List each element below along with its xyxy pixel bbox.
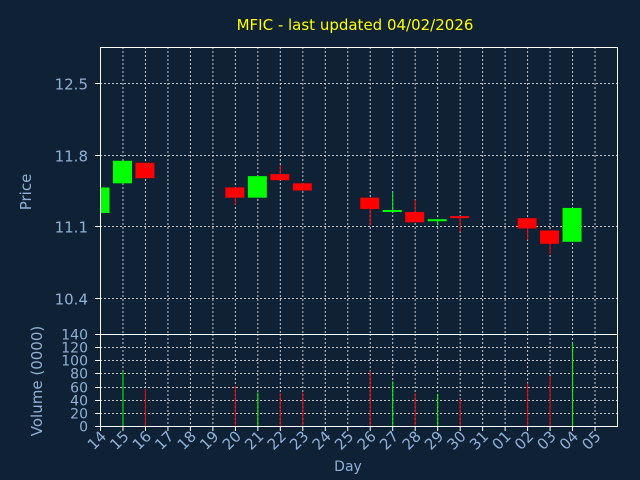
volume-tick-label: 0 — [79, 420, 88, 436]
candle-body — [382, 209, 402, 213]
price-tick-label: 12.5 — [55, 76, 88, 94]
volume-axis-label: Volume (0000) — [28, 326, 46, 436]
candle-body — [450, 216, 470, 219]
volume-tick-label: 40 — [70, 394, 88, 410]
candle-body — [135, 162, 155, 179]
volume-tick-label: 120 — [61, 341, 88, 357]
candle-body — [292, 183, 312, 191]
volume-tick-label: 100 — [61, 354, 88, 370]
candle-body — [562, 207, 582, 242]
candle-body — [540, 230, 560, 244]
candle-body — [517, 218, 537, 229]
volume-tick-label: 20 — [70, 407, 88, 423]
chart-title: MFIC - last updated 04/02/2026 — [237, 16, 474, 34]
candle-body — [270, 174, 290, 181]
candle-body — [100, 187, 110, 214]
price-tick-label: 10.4 — [55, 291, 88, 309]
day-axis-label: Day — [334, 459, 362, 475]
candle-body — [360, 197, 380, 209]
candle-body — [405, 212, 425, 223]
volume-tick-label: 80 — [70, 367, 88, 383]
candle-body — [225, 187, 245, 198]
volume-panel-frame — [100, 334, 618, 427]
candle-body — [427, 219, 447, 222]
candle-body — [247, 176, 267, 198]
price-panel: 12.5 11.8 11.1 10.4 — [55, 47, 618, 335]
x-axis: 1415161718192021222324252627282930310102… — [84, 426, 605, 454]
volume-tick-label: 60 — [70, 381, 88, 397]
price-tick-label: 11.1 — [55, 219, 88, 237]
price-axis-label: Price — [17, 174, 35, 211]
price-tick-label: 11.8 — [55, 148, 88, 166]
volume-tick-label: 140 — [61, 328, 88, 344]
candle-body — [112, 160, 132, 184]
